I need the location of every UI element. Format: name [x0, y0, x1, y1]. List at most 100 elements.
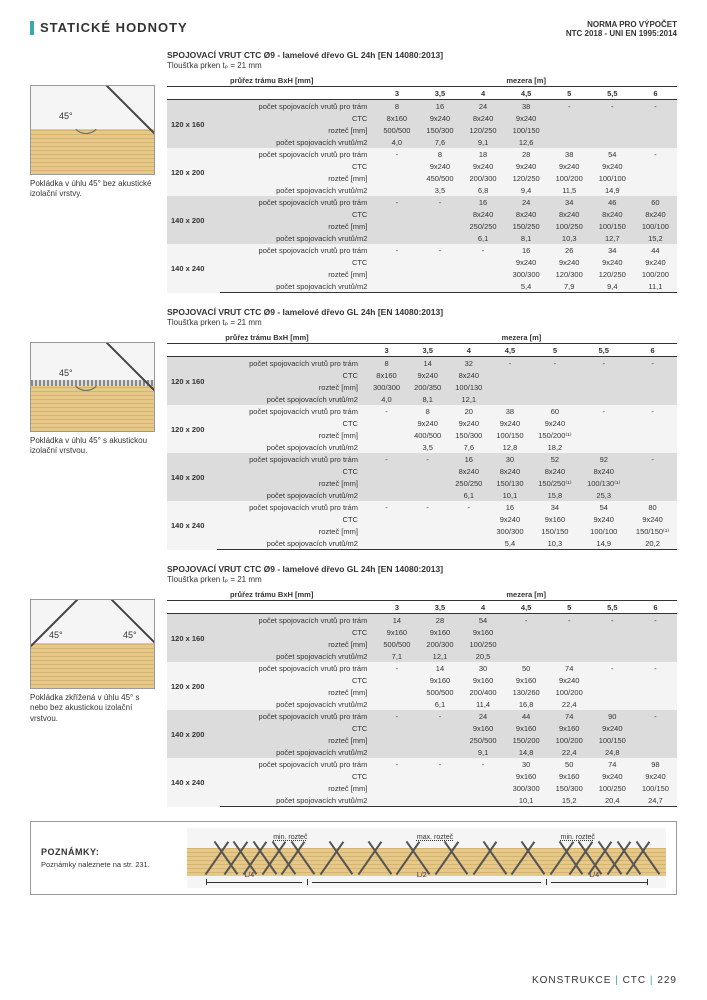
value-cell: 8x240	[634, 208, 677, 220]
value-cell: 16	[418, 100, 461, 113]
page-footer: KONSTRUKCE | CTC | 229	[532, 975, 677, 986]
value-cell: 9x160	[418, 626, 461, 638]
table-row: CTC8x1609x2408x240	[167, 369, 677, 381]
value-cell: 14	[418, 662, 461, 674]
value-cell: 9x160	[505, 770, 548, 782]
dimension-cell: 140 x 240	[167, 758, 220, 807]
value-cell: 18	[462, 148, 505, 160]
value-cell: -	[634, 100, 677, 113]
value-cell	[531, 369, 580, 381]
gap-col: 4,5	[489, 344, 530, 357]
diagram-caption: Pokládka zkřížená v úhlu 45° s nebo bez …	[30, 693, 155, 724]
value-cell	[418, 280, 461, 293]
value-cell: 400/500	[407, 429, 448, 441]
gap-col: 6	[634, 87, 677, 100]
table-row: rozteč [mm]250/500150/200100/200100/150	[167, 734, 677, 746]
value-cell	[634, 734, 677, 746]
value-cell	[375, 722, 418, 734]
value-cell	[628, 417, 677, 429]
norm-line-2: NTC 2018 - UNI EN 1995:2014	[566, 29, 677, 38]
value-cell: 8	[375, 100, 418, 113]
value-cell: 100/150	[505, 124, 548, 136]
value-cell: 100/200	[634, 268, 677, 280]
value-cell: 100/150	[634, 782, 677, 794]
value-cell: 26	[548, 244, 591, 256]
value-cell: 44	[634, 244, 677, 256]
param-label: počet spojovacích vrutů/m2	[220, 746, 376, 758]
value-cell: 9x240	[489, 513, 530, 525]
value-cell: 9x240	[418, 112, 461, 124]
param-label: počet spojovacích vrutů/m2	[220, 698, 376, 710]
value-cell: 9x160	[462, 722, 505, 734]
value-cell: 8x240	[591, 208, 634, 220]
value-cell: 7,9	[548, 280, 591, 293]
value-cell	[628, 465, 677, 477]
value-cell: 24,7	[634, 794, 677, 807]
value-cell: 9x240	[634, 256, 677, 268]
value-cell	[375, 782, 418, 794]
table-row: 140 x 240počet spojovacích vrutů pro trá…	[167, 501, 677, 513]
value-cell	[418, 722, 461, 734]
value-cell: 200/350	[407, 381, 448, 393]
value-cell: 16	[489, 501, 530, 513]
value-cell: 20,2	[628, 537, 677, 550]
value-cell	[375, 686, 418, 698]
title-accent-bar	[30, 21, 34, 35]
value-cell: -	[634, 662, 677, 674]
gap-col: 4	[462, 601, 505, 614]
beam-header: průřez trámu BxH [mm]	[167, 331, 366, 344]
table-column: SPOJOVACÍ VRUT CTC Ø9 - lamelové dřevo G…	[167, 307, 677, 550]
table-row: rozteč [mm]300/300150/300100/250100/150	[167, 782, 677, 794]
dim-l4-2: L/4	[589, 872, 599, 879]
value-cell	[418, 782, 461, 794]
value-cell	[489, 369, 530, 381]
value-cell: 250/500	[462, 734, 505, 746]
diagram-column: 45°45°Pokládka zkřížená v úhlu 45° s neb…	[30, 564, 155, 807]
dim-l2: L/2	[417, 872, 427, 879]
value-cell	[366, 441, 407, 453]
gap-col: 4	[462, 87, 505, 100]
value-cell: 11,4	[462, 698, 505, 710]
value-cell: 14	[375, 614, 418, 627]
value-cell	[448, 537, 489, 550]
value-cell: 60	[531, 405, 580, 417]
value-cell: 9x240	[548, 256, 591, 268]
value-cell	[579, 441, 628, 453]
table-row: 120 x 160počet spojovacích vrutů pro trá…	[167, 357, 677, 370]
gap-col: 3,5	[407, 344, 448, 357]
table-row: rozteč [mm]500/500200/400130/260100/200	[167, 686, 677, 698]
value-cell	[418, 208, 461, 220]
param-label: počet spojovacích vrutů pro trám	[217, 405, 366, 417]
value-cell: 8x160	[366, 369, 407, 381]
gap-col: 4,5	[505, 87, 548, 100]
value-cell: 25,3	[579, 489, 628, 501]
param-label: rozteč [mm]	[220, 734, 376, 746]
param-label: počet spojovacích vrutů pro trám	[220, 710, 376, 722]
gap-col: 6	[634, 601, 677, 614]
param-label: počet spojovacích vrutů/m2	[217, 537, 366, 550]
value-cell: 8,1	[407, 393, 448, 405]
value-cell: 16	[448, 453, 489, 465]
value-cell	[489, 393, 530, 405]
value-cell: 14	[407, 357, 448, 370]
value-cell: 150/300	[418, 124, 461, 136]
value-cell	[628, 429, 677, 441]
value-cell: 8x240	[448, 369, 489, 381]
value-cell: -	[418, 196, 461, 208]
value-cell: 7,6	[418, 136, 461, 148]
value-cell: 9x240	[505, 160, 548, 172]
table-row: CTC8x1609x2408x2409x240	[167, 112, 677, 124]
table-row: rozteč [mm]500/500200/300100/250	[167, 638, 677, 650]
value-cell	[462, 280, 505, 293]
value-cell	[407, 489, 448, 501]
value-cell	[375, 256, 418, 268]
value-cell: 52	[531, 453, 580, 465]
page-title: STATICKÉ HODNOTY	[40, 20, 188, 35]
table-row: počet spojovacích vrutů/m26,18,110,312,7…	[167, 232, 677, 244]
value-cell: 38	[548, 148, 591, 160]
param-label: počet spojovacích vrutů pro trám	[220, 100, 376, 113]
param-label: CTC	[217, 465, 366, 477]
value-cell	[548, 124, 591, 136]
value-cell	[634, 722, 677, 734]
table-row: CTC9x1609x1609x1609x240	[167, 722, 677, 734]
